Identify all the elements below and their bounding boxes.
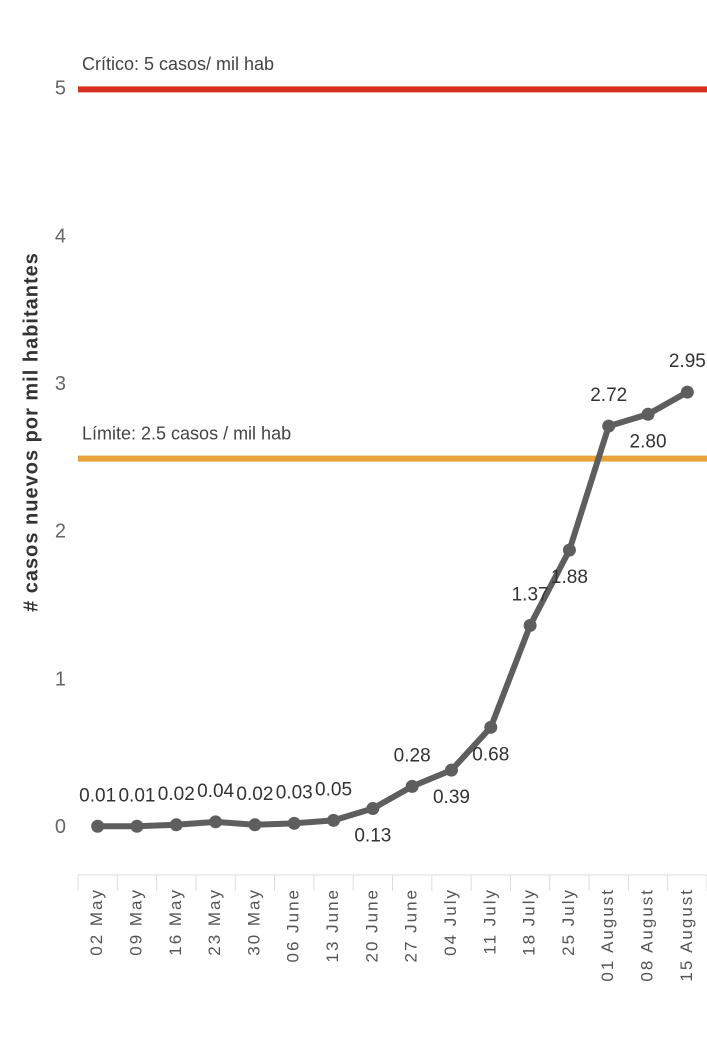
point	[523, 618, 537, 632]
point	[405, 779, 419, 793]
point	[91, 819, 105, 833]
point	[287, 816, 301, 830]
data-label: 0.28	[394, 745, 431, 766]
x-tick-label: 18 July	[520, 888, 539, 956]
y-tick-label: 4	[55, 225, 66, 247]
data-label: 2.72	[590, 385, 627, 406]
point	[209, 815, 223, 829]
point	[366, 802, 380, 816]
x-tick-label: 09 May	[126, 888, 145, 956]
reference-label: Límite: 2.5 casos / mil hab	[82, 423, 291, 443]
x-tick-label: 30 May	[244, 888, 263, 956]
point	[248, 818, 262, 832]
data-label: 0.01	[118, 785, 155, 806]
reference-label: Crítico: 5 casos/ mil hab	[82, 54, 274, 74]
x-tick-label: 27 June	[402, 888, 421, 963]
x-tick-label: 13 June	[323, 888, 342, 963]
point	[130, 819, 144, 833]
x-tick-label: 23 May	[205, 888, 224, 956]
point	[444, 763, 458, 777]
x-tick-label: 08 August	[638, 888, 657, 982]
y-tick-label: 5	[55, 78, 66, 100]
data-label: 0.02	[158, 784, 195, 805]
point	[641, 407, 655, 421]
point	[602, 419, 616, 433]
x-tick-label: 25 July	[559, 888, 578, 956]
data-label: 0.01	[79, 785, 116, 806]
data-label: 0.03	[276, 782, 313, 803]
data-label: 2.95	[669, 351, 706, 372]
point	[680, 385, 694, 399]
data-label: 2.80	[630, 431, 667, 452]
x-tick-label: 06 June	[284, 888, 303, 963]
data-label: 0.02	[236, 784, 273, 805]
point	[484, 720, 498, 734]
data-label: 0.68	[472, 744, 509, 765]
x-tick-label: 11 July	[480, 888, 499, 955]
y-tick-label: 0	[55, 816, 66, 838]
y-tick-label: 1	[55, 668, 66, 690]
y-axis-title: # casos nuevos por mil habitantes	[20, 252, 42, 612]
point	[169, 818, 183, 832]
x-tick-label: 04 July	[441, 888, 460, 956]
point	[562, 543, 576, 557]
x-tick-label: 15 August	[677, 888, 696, 982]
data-label: 1.37	[512, 584, 549, 605]
data-label: 0.39	[433, 787, 470, 808]
data-label: 1.88	[551, 567, 588, 588]
data-label: 0.04	[197, 781, 234, 802]
series-line	[97, 389, 689, 830]
x-tick-label: 02 May	[87, 888, 106, 956]
data-label: 0.05	[315, 779, 352, 800]
x-tick-label: 20 June	[362, 888, 381, 963]
y-tick-label: 2	[55, 521, 66, 543]
point	[327, 813, 341, 827]
x-tick-label: 16 May	[166, 888, 185, 956]
data-label: 0.13	[354, 826, 391, 847]
x-tick-label: 01 August	[598, 888, 617, 982]
y-tick-label: 3	[55, 373, 66, 395]
